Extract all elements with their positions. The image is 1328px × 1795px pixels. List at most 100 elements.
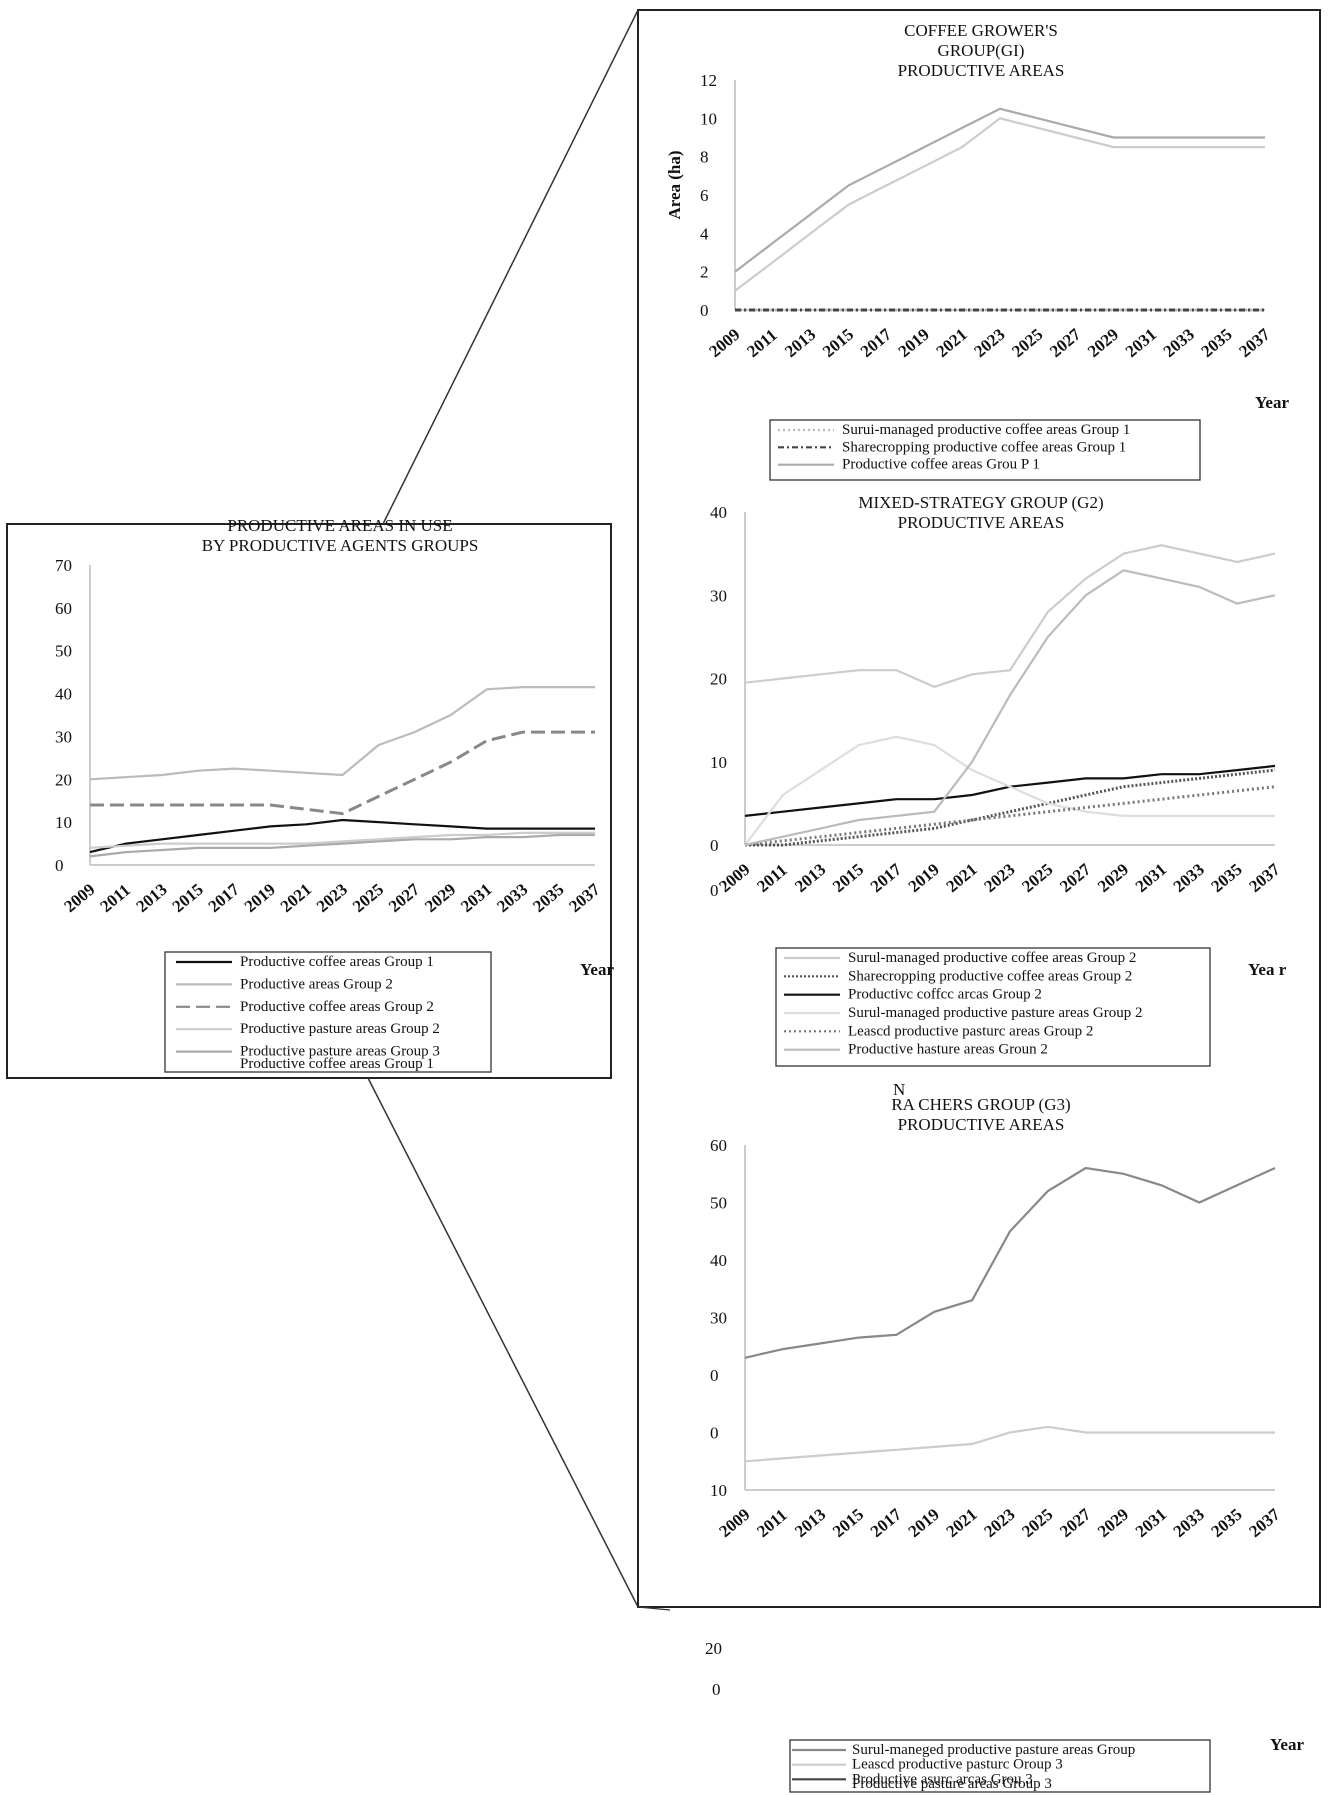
g3-xlabel: Year [1270, 1735, 1304, 1754]
summary-legend-extra: Productive coffee areas Group 1 [240, 1056, 434, 1072]
connector-top [382, 9, 639, 525]
summary-xtick-label: 2025 [349, 880, 387, 916]
summary-legend-label: Productive coffee areas Group 2 [240, 999, 434, 1015]
summary-legend-label: Productive pasture areas Group 3 [240, 1044, 440, 1060]
g2-series-line-4 [744, 785, 1276, 847]
g2-ytick-label: 30 [710, 586, 727, 605]
g1-ytick-label: 8 [700, 148, 709, 167]
summary-ytick-label: 60 [55, 599, 72, 618]
connector-arrow [637, 1606, 671, 1611]
g1-ytick-label: 10 [700, 109, 717, 128]
summary-ytick-label: 20 [55, 770, 72, 789]
g1-xtick-label: 2031 [1122, 325, 1160, 361]
g2-xtick-label: 2019 [905, 860, 943, 896]
connector-bottom [367, 1077, 639, 1608]
g1-xlabel: Year [1255, 393, 1289, 412]
detail-frame [637, 9, 1321, 1608]
g2-ytick-label: 0 [710, 836, 719, 855]
g2-series-line-1 [745, 768, 1276, 847]
g2-xtick-label: 2013 [791, 860, 829, 896]
g2-series-line-5 [744, 569, 1276, 847]
g1-xtick-label: 2033 [1160, 325, 1198, 361]
label-n: N [893, 1080, 905, 1099]
g1-ytick-label: 6 [700, 186, 709, 205]
g2-legend-label: Surul-managed productive pasture areas G… [848, 1005, 1143, 1021]
summary-ytick-label: 10 [55, 813, 72, 832]
g2-legend-label: Productivc coffcc arcas Group 2 [848, 987, 1042, 1003]
g1-xtick-label: 2009 [705, 325, 743, 361]
g2-series-line-3 [744, 735, 1275, 846]
g1-series-line-2 [734, 107, 1265, 273]
g2-xtick-label: 2027 [1056, 859, 1095, 896]
g3-xtick-label: 2025 [1018, 1505, 1056, 1541]
g1-xtick-label: 2013 [781, 325, 819, 361]
g3-legend-box [789, 1739, 1211, 1793]
g3-xtick-label: 2033 [1170, 1505, 1208, 1541]
summary-xtick-label: 2037 [565, 879, 604, 916]
summary-xtick-label: 2017 [205, 879, 244, 916]
summary-series-line-3 [89, 831, 595, 849]
summary-xtick-label: 2027 [385, 879, 424, 916]
g1-xtick-label: 2035 [1198, 325, 1236, 361]
g1-xtick-label: 2037 [1235, 324, 1274, 361]
g3-xtick-label: 2011 [753, 1505, 791, 1541]
summary-series-line-0 [89, 818, 595, 854]
label-0: 0 [712, 1680, 721, 1699]
g3-ytick-label: 0 [710, 1366, 719, 1385]
summary-xtick-label: 2021 [277, 880, 315, 916]
g2-xtick-label: 2023 [980, 860, 1018, 896]
g3-xtick-label: 2019 [905, 1505, 943, 1541]
summary-title-line: BY PRODUCTIVE AGENTS GROUPS [202, 536, 479, 555]
g3-ytick-label: 30 [710, 1309, 727, 1328]
g3-xtick-label: 2023 [980, 1505, 1018, 1541]
summary-ytick-label: 0 [55, 856, 64, 875]
g3-ytick-label: 0 [710, 1424, 719, 1443]
g1-xtick-label: 2029 [1084, 325, 1122, 361]
g1-ytick-label: 4 [700, 224, 709, 243]
summary-legend-label: Productive coffee areas Group 1 [240, 954, 434, 970]
g3-title-line: PRODUCTIVE AREAS [898, 1115, 1065, 1134]
g2-ytick-label: 10 [710, 753, 727, 772]
g1-legend-label: Surui-managed productive coffee areas Gr… [842, 422, 1130, 438]
g1-xtick-label: 2019 [895, 325, 933, 361]
g1-legend-label: Productive coffee areas Grou P 1 [842, 457, 1040, 473]
g3-legend-extra: Productive pasture areas Group 3 [852, 1776, 1052, 1792]
summary-ytick-label: 40 [55, 685, 72, 704]
g1-ytick-label: 12 [700, 71, 717, 90]
summary-xtick-label: 2029 [421, 880, 459, 916]
chart-g2: MIXED-STRATEGY GROUP (G2)PRODUCTIVE AREA… [710, 493, 1287, 1067]
summary-xtick-label: 2033 [493, 880, 531, 916]
g3-legend-label: Surul-maneged productive pasture areas G… [852, 1742, 1135, 1758]
g2-series-line-2 [744, 764, 1276, 817]
summary-xtick-label: 2031 [457, 880, 495, 916]
summary-xtick-label: 2035 [529, 880, 567, 916]
summary-xtick-label: 2009 [60, 880, 98, 916]
g1-ytick-label: 0 [700, 301, 709, 320]
g2-title-line: PRODUCTIVE AREAS [898, 513, 1065, 532]
g3-xtick-label: 2037 [1245, 1504, 1284, 1541]
g3-xtick-label: 2009 [715, 1505, 753, 1541]
g1-xtick-label: 2023 [970, 325, 1008, 361]
g2-legend-label: Leascd productive pasturc areas Group 2 [848, 1023, 1093, 1039]
summary-xlabel: Year [580, 960, 614, 979]
g2-title-line: MIXED-STRATEGY GROUP (G2) [858, 493, 1103, 512]
g3-series-line-1 [744, 1425, 1275, 1463]
g2-xlabel: Yea r [1248, 960, 1287, 979]
g3-xtick-label: 2013 [791, 1505, 829, 1541]
summary-ytick-label: 70 [55, 556, 72, 575]
label-g2-zero: 0 [710, 881, 719, 900]
g1-xtick-label: 2011 [743, 325, 781, 361]
g1-xtick-label: 2027 [1046, 324, 1085, 361]
g1-ylabel: Area (ha) [665, 150, 684, 219]
g3-xtick-label: 2017 [867, 1504, 906, 1541]
g2-xtick-label: 2025 [1018, 860, 1056, 896]
g3-ytick-label: 40 [710, 1251, 727, 1270]
g3-ytick-label: 50 [710, 1194, 727, 1213]
g1-legend-label: Sharecropping productive coffee areas Gr… [842, 439, 1126, 455]
g2-xtick-label: 2037 [1245, 859, 1284, 896]
summary-legend-label: Productive pasture areas Group 2 [240, 1021, 440, 1037]
summary-series-line-4 [89, 833, 595, 858]
g1-ytick-label: 2 [700, 263, 709, 282]
